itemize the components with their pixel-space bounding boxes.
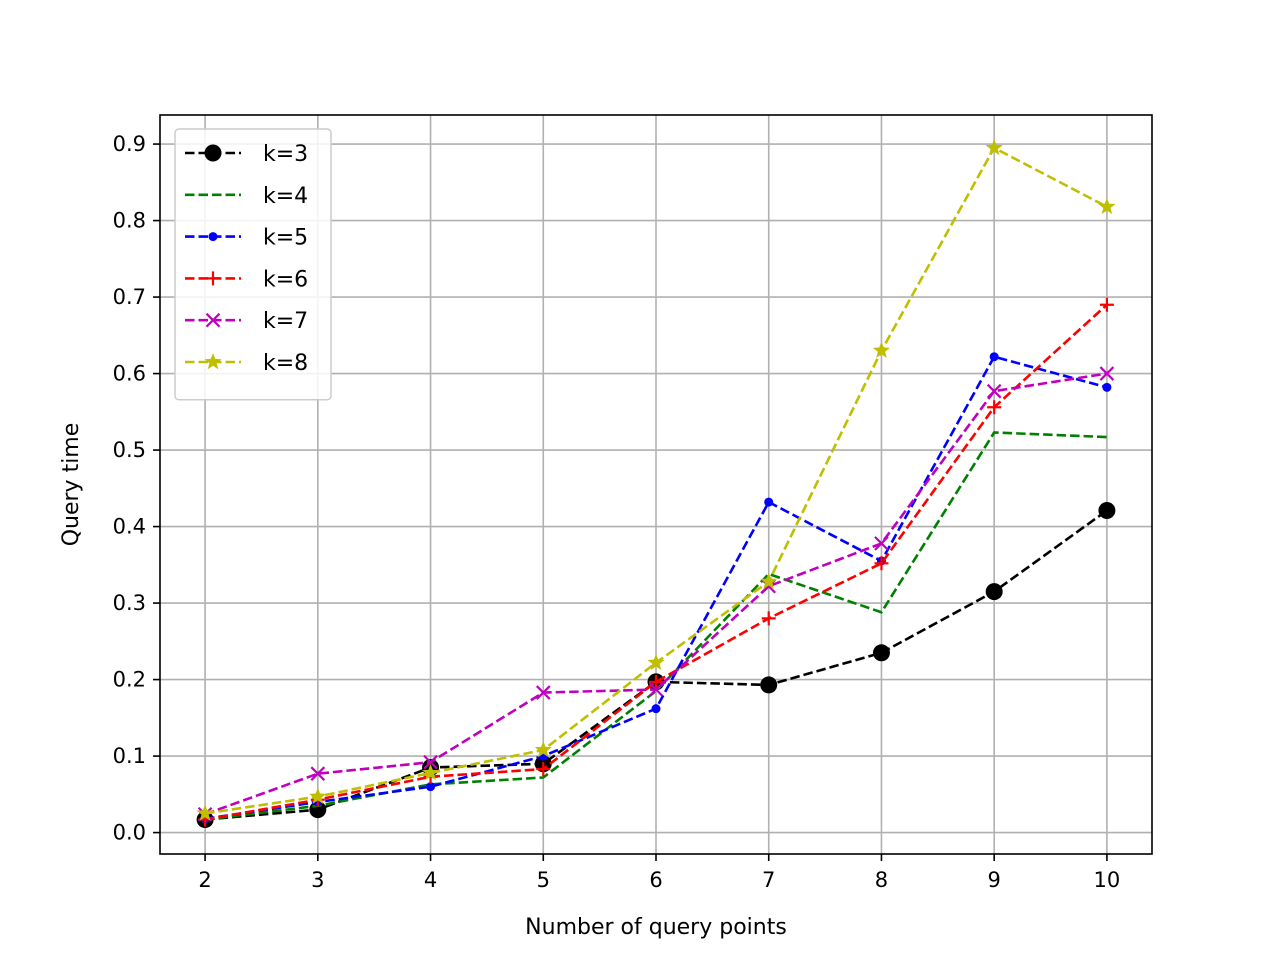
data-point bbox=[647, 653, 665, 671]
y-tick-label: 0.3 bbox=[113, 591, 146, 615]
series-k=8 bbox=[196, 138, 1116, 821]
series-k=6 bbox=[198, 297, 1114, 827]
series-k=4 bbox=[204, 431, 1107, 821]
legend-marker bbox=[208, 232, 218, 242]
data-point bbox=[426, 782, 436, 792]
data-point bbox=[872, 644, 890, 662]
data-point bbox=[874, 556, 889, 571]
grid bbox=[160, 115, 1152, 854]
x-tick-label: 8 bbox=[875, 868, 888, 892]
data-point bbox=[423, 754, 438, 770]
series-line bbox=[204, 303, 1108, 821]
legend-box bbox=[174, 128, 332, 401]
data-point bbox=[874, 536, 889, 551]
data-point bbox=[648, 682, 664, 697]
series-layer bbox=[196, 138, 1116, 829]
legend-label: k=6 bbox=[263, 267, 308, 292]
y-tick-label: 0.9 bbox=[113, 132, 146, 156]
legend-item: k=6 bbox=[185, 267, 308, 292]
data-point bbox=[309, 787, 327, 804]
legend-item: k=7 bbox=[185, 309, 308, 334]
legend-label: k=3 bbox=[263, 142, 308, 167]
legend-item: k=8 bbox=[185, 351, 308, 376]
data-point bbox=[760, 676, 778, 694]
data-point bbox=[872, 341, 891, 358]
data-point bbox=[535, 685, 551, 700]
legend-label: k=8 bbox=[263, 351, 308, 376]
legend-item: k=4 bbox=[185, 184, 308, 209]
data-point bbox=[986, 383, 1002, 399]
x-tick-label: 6 bbox=[649, 868, 662, 892]
data-point bbox=[536, 762, 551, 777]
x-tick-label: 3 bbox=[311, 868, 324, 892]
x-tick-label: 2 bbox=[198, 868, 211, 892]
data-point bbox=[985, 138, 1003, 156]
legend-marker bbox=[206, 271, 220, 286]
data-point bbox=[987, 400, 1002, 415]
legend-item: k=3 bbox=[185, 142, 308, 167]
x-tick-label: 9 bbox=[987, 868, 1000, 892]
y-tick-label: 0.4 bbox=[113, 515, 146, 539]
x-tick-label: 5 bbox=[537, 868, 550, 892]
y-axis-label: Query time bbox=[59, 423, 84, 547]
data-point bbox=[1099, 297, 1114, 312]
x-tick-label: 4 bbox=[424, 868, 437, 892]
data-point bbox=[760, 572, 778, 589]
x-axis-label: Number of query points bbox=[525, 915, 787, 940]
data-point bbox=[761, 611, 776, 626]
y-tick-label: 0.1 bbox=[113, 744, 146, 768]
y-tick-label: 0.0 bbox=[113, 821, 146, 845]
data-point bbox=[1098, 502, 1116, 520]
y-tick-label: 0.2 bbox=[113, 668, 146, 692]
data-point bbox=[1102, 382, 1112, 392]
data-point bbox=[985, 583, 1003, 601]
data-point bbox=[764, 497, 774, 507]
y-tick-label: 0.7 bbox=[113, 285, 146, 309]
series-line bbox=[204, 431, 1107, 821]
legend-label: k=4 bbox=[263, 184, 308, 209]
ticks: 2 3 4 5 6 7 8 9 10 0.0 0.1 0.2 0.3 0.4 0.5 0.6 0.7 0.8 0.9 bbox=[113, 132, 1121, 892]
data-point bbox=[421, 763, 440, 781]
data-point bbox=[649, 674, 663, 689]
y-tick-label: 0.8 bbox=[113, 209, 146, 233]
data-point bbox=[651, 704, 661, 714]
data-point bbox=[989, 352, 999, 362]
y-tick-label: 0.6 bbox=[113, 362, 146, 386]
legend-label: k=7 bbox=[263, 309, 308, 334]
data-point bbox=[1099, 366, 1115, 381]
x-tick-label: 10 bbox=[1094, 868, 1121, 892]
legend-marker bbox=[205, 312, 221, 328]
y-tick-label: 0.5 bbox=[113, 438, 146, 462]
legend: k=3 k=4 k=5 k=6 k=7 k=8 bbox=[174, 128, 332, 401]
legend-marker bbox=[204, 144, 222, 162]
legend-marker bbox=[204, 353, 222, 370]
legend-item: k=5 bbox=[185, 226, 308, 251]
data-point bbox=[310, 766, 326, 781]
data-point bbox=[1098, 197, 1116, 215]
data-point bbox=[534, 740, 552, 758]
legend-label: k=5 bbox=[263, 226, 308, 251]
x-tick-label: 7 bbox=[762, 868, 775, 892]
data-point bbox=[196, 804, 214, 821]
